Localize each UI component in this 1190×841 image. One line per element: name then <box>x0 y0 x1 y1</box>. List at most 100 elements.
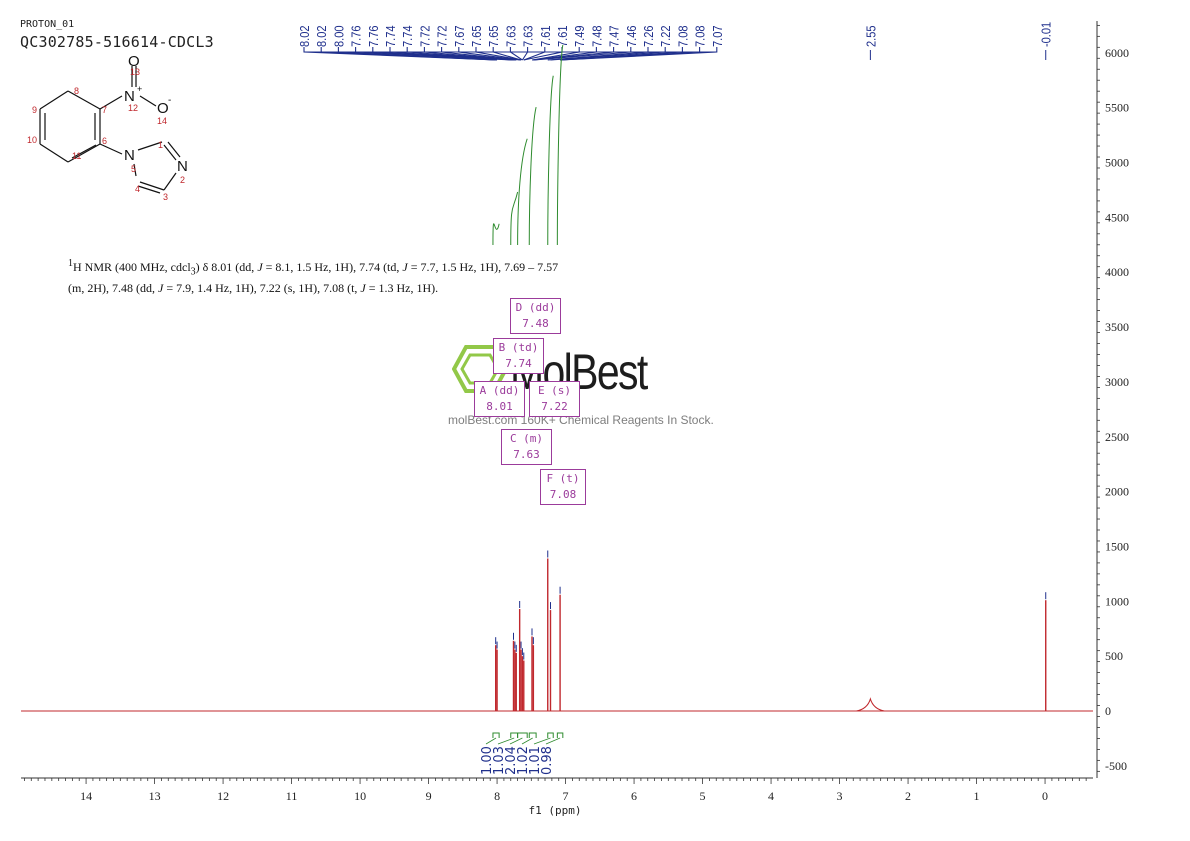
multiplet-b-shift: 7.74 <box>505 357 532 370</box>
peak-label: 7.72 <box>418 25 433 47</box>
multiplet-d-shift: 7.48 <box>522 317 549 330</box>
peak-label: 7.61 <box>538 25 553 47</box>
atom-index-8: 8 <box>74 86 79 96</box>
atom-index-7: 7 <box>102 105 107 115</box>
peak-label: 7.67 <box>452 25 467 47</box>
integral-leader <box>497 737 515 745</box>
peak-label: 8.00 <box>332 25 347 47</box>
molecule-atom-labels: N + 12 O 13 O - 14 N 5 N 2 1 3 4 6 7 8 9… <box>27 53 188 202</box>
atom-index-12: 12 <box>128 103 138 113</box>
atom-n5: N <box>124 147 135 164</box>
integral-bracket <box>510 732 519 738</box>
multiplet-box-f: F (t) 7.08 <box>540 469 586 505</box>
integral-leader <box>533 737 551 745</box>
peak-label: 7.61 <box>555 25 570 47</box>
atom-index-9: 9 <box>32 105 37 115</box>
peak-label: 8.02 <box>314 25 329 47</box>
peak-label: 7.74 <box>383 25 398 47</box>
description-line-1: 1H NMR (400 MHz, cdcl3) δ 8.01 (dd, J = … <box>68 258 559 278</box>
integral-value: 2.04 <box>504 746 519 775</box>
nmr-description: 1H NMR (400 MHz, cdcl3) δ 8.01 (dd, J = … <box>68 256 628 296</box>
y-tick-label: 2500 <box>1105 430 1129 444</box>
peak-label: 7.63 <box>504 25 519 47</box>
peak-label: 7.63 <box>521 25 536 47</box>
peak-label: 7.08 <box>693 25 708 47</box>
x-tick-label: 14 <box>80 789 92 803</box>
integral-bracket <box>528 732 537 738</box>
atom-n2: N <box>177 158 188 175</box>
atom-index-10: 10 <box>27 135 37 145</box>
multiplet-b-label: B (td) <box>498 341 539 354</box>
peak-label: 7.22 <box>658 25 673 47</box>
integral-value: 1.03 <box>492 746 507 775</box>
multiplet-a-shift: 8.01 <box>486 400 513 413</box>
multiplet-box-b: B (td) 7.74 <box>493 338 544 374</box>
integral-bracket <box>517 732 528 738</box>
x-tick-label: 13 <box>149 789 161 803</box>
y-tick-label: 0 <box>1105 704 1111 718</box>
multiplet-c-label: C (m) <box>509 432 544 445</box>
peak-label: 7.65 <box>469 25 484 47</box>
peak-label: 7.72 <box>435 25 450 47</box>
sample-id: QC302785-516614-CDCL3 <box>20 33 214 51</box>
integral-bracket <box>492 732 500 738</box>
integral-curve <box>510 191 519 246</box>
integral-curve <box>492 223 500 246</box>
y-tick-label: 2000 <box>1105 485 1129 499</box>
peak-label: 7.74 <box>400 25 415 47</box>
atom-index-2: 2 <box>180 175 185 185</box>
x-tick-label: 8 <box>494 789 500 803</box>
multiplet-box-c: C (m) 7.63 <box>501 429 552 465</box>
peak-label: 7.49 <box>572 25 587 47</box>
integral-leader <box>509 737 523 745</box>
peak-label: 2.55 <box>864 25 879 47</box>
atom-index-11: 11 <box>72 151 81 161</box>
integral-leader <box>545 737 561 745</box>
x-axis-title: f1 (ppm) <box>529 804 582 817</box>
y-tick-label: 1500 <box>1105 539 1129 553</box>
multiplet-box-d: D (dd) 7.48 <box>510 298 561 334</box>
x-tick-label: 11 <box>286 789 298 803</box>
integral-leader <box>521 737 533 745</box>
x-tick-label: 0 <box>1042 789 1048 803</box>
x-tick-label: 5 <box>700 789 706 803</box>
peak-label: 8.02 <box>297 25 312 47</box>
multiplet-d-label: D (dd) <box>515 301 556 314</box>
integral-value: 1.01 <box>528 746 543 775</box>
x-tick-label: 10 <box>354 789 366 803</box>
integral-leader <box>485 737 497 745</box>
multiplet-box-a: A (dd) 8.01 <box>474 381 525 417</box>
x-tick-label: 9 <box>426 789 432 803</box>
integral-bracket <box>547 732 554 738</box>
y-tick-label: 6000 <box>1105 46 1129 60</box>
peak-label: -0.01 <box>1039 22 1054 47</box>
atom-index-4: 4 <box>135 184 140 194</box>
integral-curve <box>517 138 528 246</box>
atom-index-13: 13 <box>130 67 140 77</box>
molecule-structure <box>39 66 181 194</box>
x-tick-label: 12 <box>217 789 229 803</box>
multiplet-a-label: A (dd) <box>479 384 520 397</box>
multiplet-box-e: E (s) 7.22 <box>529 381 580 417</box>
atom-index-3: 3 <box>163 192 168 202</box>
charge-plus: + <box>137 84 142 94</box>
y-tick-label: 500 <box>1105 649 1123 663</box>
y-tick-label: 5000 <box>1105 156 1129 170</box>
atom-index-6: 6 <box>102 136 107 146</box>
peak-label: 7.26 <box>641 25 656 47</box>
integral-curve <box>547 75 554 246</box>
solvent-peak <box>856 697 885 712</box>
charge-minus: - <box>168 95 171 106</box>
x-tick-label: 1 <box>974 789 980 803</box>
y-tick-label: 1000 <box>1105 594 1129 608</box>
integral-bracket <box>556 732 564 738</box>
y-tick-label: 4000 <box>1105 265 1129 279</box>
experiment-name: PROTON_01 <box>20 19 75 30</box>
integral-value: 1.00 <box>480 746 495 775</box>
atom-n12: N <box>124 88 135 105</box>
multiplet-e-shift: 7.22 <box>541 400 568 413</box>
y-tick-label: -500 <box>1105 759 1127 773</box>
x-tick-label: 2 <box>905 789 911 803</box>
peak-label: 7.07 <box>710 25 725 47</box>
